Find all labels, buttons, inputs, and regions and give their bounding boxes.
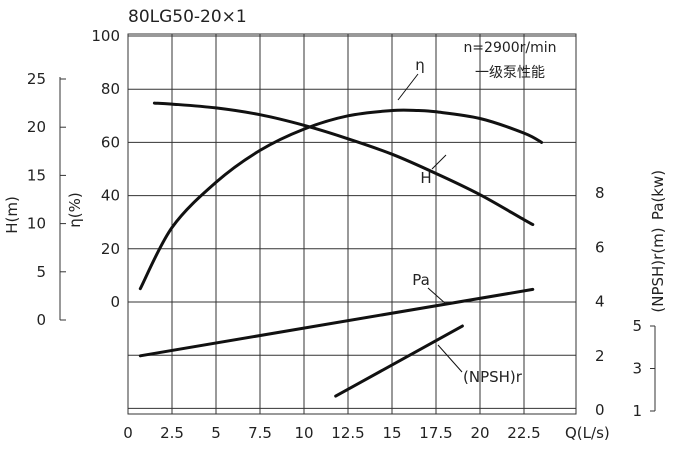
npsh-curve — [334, 324, 464, 398]
x-tick-label: 0 — [123, 424, 133, 442]
pa-tick-label: 8 — [595, 184, 605, 202]
x-axis-label: Q(L/s) — [565, 424, 610, 442]
x-tick-label: 12.5 — [331, 424, 364, 442]
eta-leader-line — [397, 73, 419, 101]
eta-axis: 0 20 40 60 80 100 — [91, 27, 120, 311]
pa-curve-label: Pa — [412, 271, 430, 289]
h-tick-label: 10 — [27, 215, 46, 233]
npsh-tick-label: 3 — [632, 360, 642, 378]
curves — [138, 73, 544, 398]
eta-curve-label: η — [415, 56, 425, 74]
npsh-leader-line — [437, 344, 463, 373]
x-tick-label: 7.5 — [248, 424, 272, 442]
eta-curve — [138, 108, 544, 291]
eta-tick-label: 100 — [91, 27, 120, 45]
h-tick-label: 25 — [27, 70, 46, 88]
npsh-axis-label: (NPSH)r(m) — [649, 227, 667, 312]
speed-annotation: n=2900r/min — [463, 40, 556, 56]
pa-curve — [138, 287, 535, 358]
pa-tick-label: 2 — [595, 347, 605, 365]
x-tick-label: 20 — [470, 424, 489, 442]
eta-tick-label: 40 — [101, 187, 120, 205]
x-axis: 0 2.5 5 7.5 10 12.5 15 17.5 20 22.5 — [123, 424, 540, 442]
eta-axis-label: η(%) — [66, 192, 84, 227]
h-tick-label: 15 — [27, 166, 46, 184]
npsh-tick-label: 1 — [632, 402, 642, 420]
grid-border — [127, 33, 577, 415]
pa-tick-label: 4 — [595, 293, 605, 311]
stage-annotation: 一级泵性能 — [475, 65, 545, 81]
h-curve — [152, 101, 535, 227]
npsh-axis: 1 3 5 — [632, 317, 656, 420]
h-axis: 0 5 10 15 20 25 — [27, 70, 66, 329]
pa-leader-line — [427, 287, 447, 305]
eta-tick-label: 60 — [101, 133, 120, 151]
h-tick-label: 5 — [36, 263, 46, 281]
x-tick-label: 2.5 — [160, 424, 184, 442]
h-axis-label: H(m) — [3, 196, 21, 234]
h-leader-line — [431, 154, 447, 170]
x-tick-label: 22.5 — [507, 424, 540, 442]
h-tick-label: 20 — [27, 118, 46, 136]
x-tick-label: 5 — [211, 424, 221, 442]
x-tick-label: 10 — [294, 424, 313, 442]
pa-tick-label: 6 — [595, 238, 605, 256]
plot-grid — [127, 33, 577, 415]
eta-tick-label: 0 — [110, 293, 120, 311]
npsh-tick-label: 5 — [632, 317, 642, 335]
eta-tick-label: 20 — [101, 240, 120, 258]
chart-title: 80LG50-20×1 — [128, 7, 247, 27]
h-tick-label: 0 — [36, 311, 46, 329]
pa-tick-label: 0 — [595, 401, 605, 419]
x-tick-label: 17.5 — [419, 424, 452, 442]
npsh-curve-label: (NPSH)r — [463, 368, 523, 386]
pa-axis-label: Pa(kw) — [649, 170, 667, 220]
x-tick-label: 15 — [382, 424, 401, 442]
eta-tick-label: 80 — [101, 80, 120, 98]
h-curve-label: H — [420, 169, 431, 187]
pa-axis: 0 2 4 6 8 — [575, 166, 605, 419]
